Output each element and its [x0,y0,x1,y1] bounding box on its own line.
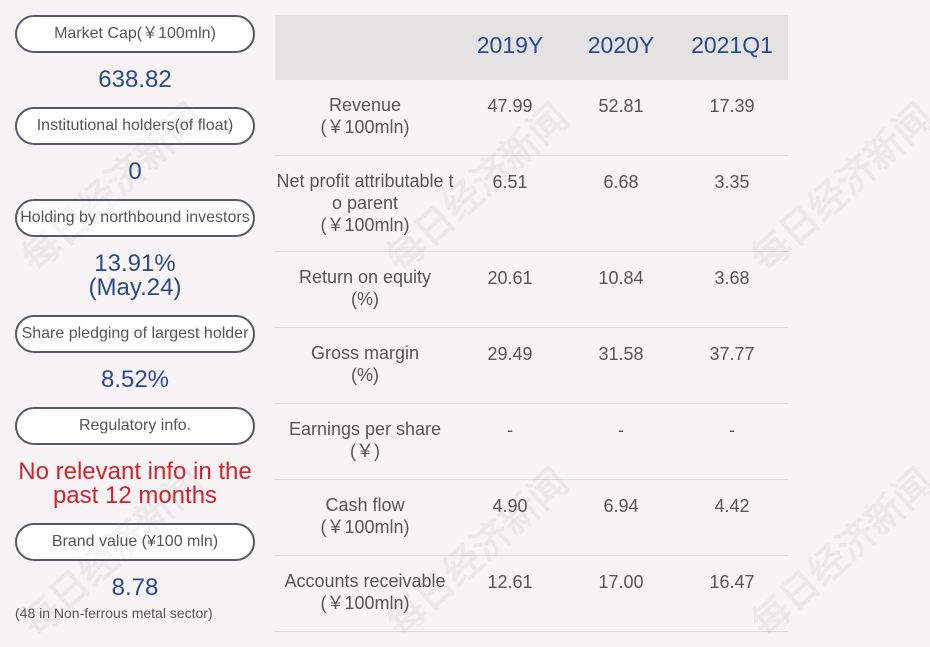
row-label: (%) [351,365,379,385]
row-value: 17.39 [709,96,755,116]
summary-value: 0 [128,158,142,185]
summary-value: 8.78 [111,574,159,601]
row-value: 31.58 [598,344,644,364]
summary-label: Institutional holders(of float) [15,107,255,145]
row-label: Cash flow [325,495,405,515]
summary-value: No relevant info in the [18,458,252,485]
row-value: 6.51 [492,172,528,192]
row-value: 52.81 [598,96,644,116]
row-label: (￥100mln) [320,215,410,235]
summary-note: (48 in Non-ferrous metal sector) [15,605,213,621]
row-label: Earnings per share [288,419,442,439]
row-value: - [618,420,624,440]
summary-label: Regulatory info. [15,407,255,445]
summary-value: 638.82 [98,66,172,93]
row-separator [275,631,788,632]
row-value: 3.35 [714,172,750,192]
summary-label: Brand value (¥100 mln) [15,523,255,561]
row-label: Return on equity [298,267,432,287]
row-separator [275,155,788,156]
table-header [275,15,788,80]
row-label: Net profit attributable t [276,171,454,191]
summary-value: 13.91% [94,250,176,277]
row-label: (￥) [350,441,380,461]
row-value: 3.68 [714,268,750,288]
row-label: (￥100mln) [320,517,410,537]
row-separator [275,327,788,328]
row-value: 4.90 [492,496,528,516]
row-separator [275,479,788,480]
row-separator [275,403,788,404]
row-separator [275,251,788,252]
summary-value: (May.24) [88,274,182,301]
row-value: 6.68 [603,172,639,192]
row-label: (￥100mln) [320,117,410,137]
watermark: 每日经济新闻 [744,461,930,646]
row-value: - [729,420,735,440]
row-value: - [507,420,513,440]
summary-label: Market Cap(￥100mln) [15,15,255,53]
row-separator [275,555,788,556]
row-label: Gross margin [310,343,420,363]
row-value: 10.84 [598,268,644,288]
row-value: 47.99 [487,96,533,116]
summary-label: Share pledging of largest holder [15,315,255,353]
column-header: 2021Q1 [691,32,773,58]
row-label: o parent [331,193,399,213]
summary-value: past 12 months [52,482,218,509]
row-value: 37.77 [709,344,755,364]
summary-label: Holding by northbound investors [15,199,255,237]
summary-value: 8.52% [100,366,170,393]
column-header: 2019Y [476,32,544,58]
row-label: (%) [351,289,379,309]
row-label: (￥100mln) [320,593,410,613]
row-value: 16.47 [709,572,755,592]
row-value: 12.61 [487,572,533,592]
watermark: 每日经济新闻 [379,461,577,646]
row-value: 6.94 [603,496,639,516]
row-label: Revenue [328,95,402,115]
row-value: 4.42 [714,496,750,516]
row-label: Accounts receivable [284,571,446,591]
column-header: 2020Y [587,32,655,58]
row-value: 20.61 [487,268,533,288]
row-value: 17.00 [598,572,644,592]
row-value: 29.49 [487,344,533,364]
